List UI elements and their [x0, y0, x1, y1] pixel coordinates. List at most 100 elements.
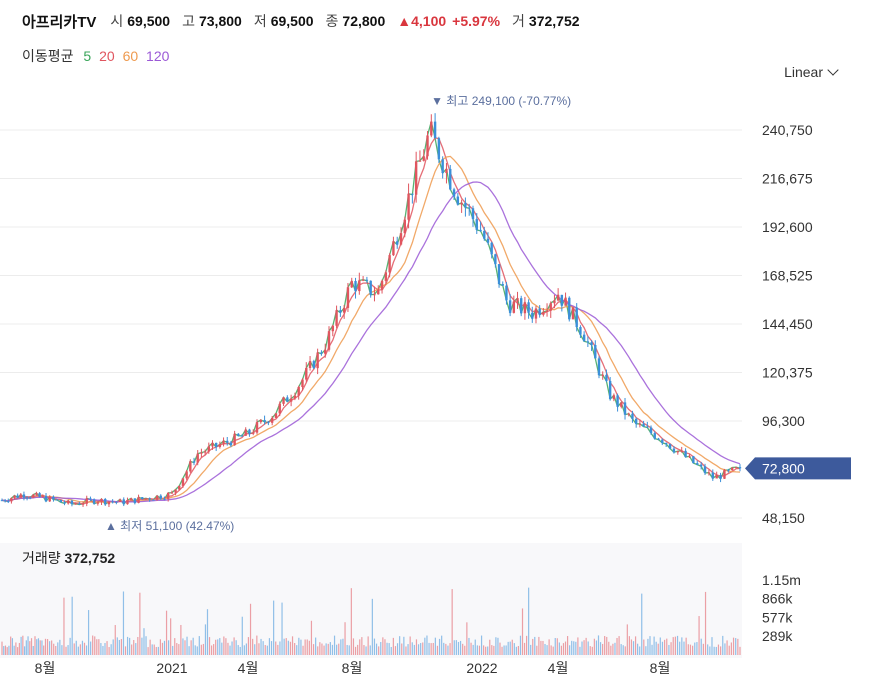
volume-bar — [243, 645, 245, 655]
volume-bar — [495, 637, 497, 655]
volume-bar — [538, 636, 540, 655]
volume-bar — [647, 638, 649, 655]
volume-bar — [202, 643, 205, 655]
candle-body — [22, 494, 26, 498]
candle-body — [19, 494, 22, 498]
volume-bar — [399, 636, 401, 655]
candle-body — [100, 498, 103, 503]
candle-body — [542, 311, 545, 315]
candle-body — [342, 307, 346, 313]
volume-bar — [704, 591, 707, 655]
volume-bar — [599, 642, 602, 655]
candle-body — [327, 331, 331, 350]
volume-bar — [30, 638, 33, 655]
volume-bar — [470, 642, 472, 655]
volume-bar — [237, 645, 239, 655]
scale-select[interactable]: Linear — [784, 64, 839, 80]
candle-body — [664, 442, 668, 445]
volume-bar — [165, 610, 168, 655]
volume-bar — [4, 645, 7, 655]
y-tick-label: 48,150 — [762, 510, 805, 526]
volume-bar — [291, 636, 294, 655]
candle-body — [373, 294, 376, 296]
candle-body — [237, 433, 240, 436]
candle-body — [715, 475, 718, 479]
volume-bar — [540, 640, 542, 655]
volume-bar — [505, 645, 507, 655]
volume-bar — [83, 642, 86, 655]
volume-title-value: 372,752 — [65, 550, 116, 566]
volume-bar — [581, 641, 583, 655]
volume-bar — [532, 638, 534, 655]
volume-bar — [451, 589, 453, 655]
volume-bar — [672, 637, 674, 655]
volume-bar — [32, 646, 34, 655]
volume-bar — [1, 641, 3, 655]
volume-bar — [587, 641, 589, 655]
volume-bar — [694, 642, 696, 655]
min-price-annotation: ▲ 최저 51,100 (42.47%) — [105, 519, 234, 533]
x-tick-label: 8월 — [35, 660, 56, 676]
volume-tick-label: 1.15m — [762, 572, 801, 588]
volume-bar — [321, 643, 323, 655]
volume-bar — [36, 639, 38, 655]
volume-bar — [422, 642, 424, 655]
x-tick-label: 2021 — [156, 660, 187, 676]
volume-bar — [210, 645, 213, 655]
volume-bar — [178, 644, 180, 655]
volume-bar — [593, 638, 595, 655]
volume-bar — [106, 641, 108, 655]
candle-body — [649, 427, 653, 434]
volume-bar — [558, 642, 560, 655]
volume-bar — [622, 645, 624, 655]
volume-bar — [630, 639, 633, 655]
volume-bar — [116, 637, 118, 655]
candle-body — [579, 327, 582, 335]
volume-bar — [126, 636, 129, 655]
volume-bar — [37, 638, 40, 655]
volume-bar — [57, 642, 59, 655]
volume-bar — [137, 636, 139, 655]
volume-bar — [262, 641, 264, 655]
volume-bars — [1, 587, 741, 655]
volume-bar — [346, 644, 348, 655]
volume-bar — [698, 616, 700, 655]
candle-body — [396, 241, 399, 245]
volume-bar — [700, 638, 702, 655]
candle-body — [226, 440, 229, 443]
volume-bar — [726, 640, 728, 655]
volume-bar — [219, 638, 221, 655]
candle-body — [122, 499, 125, 505]
candle-body — [78, 503, 81, 505]
moving-average-legend[interactable]: 이동평균 5 20 60 120 — [22, 46, 175, 66]
candle-body — [719, 475, 722, 479]
low-value: 69,500 — [270, 13, 314, 29]
volume-bar — [283, 638, 285, 655]
volume-bar — [114, 625, 116, 655]
volume-bar — [227, 642, 229, 655]
volume-bar — [153, 644, 155, 655]
volume-bar — [340, 639, 342, 655]
volume-bar — [713, 646, 715, 655]
volume-bar — [39, 640, 41, 655]
volume-bar — [417, 644, 420, 655]
volume-bar — [75, 640, 77, 655]
y-tick-label: 120,375 — [762, 365, 813, 381]
candle-body — [282, 397, 285, 404]
volume-bar — [302, 645, 304, 655]
volume-bar — [34, 636, 36, 655]
volume-bar — [449, 643, 451, 655]
candle-body — [594, 345, 597, 359]
candle-body — [361, 279, 365, 281]
volume-bar — [445, 643, 447, 655]
candle-body — [527, 302, 530, 313]
candle-body — [575, 307, 578, 328]
candle-body — [222, 440, 225, 445]
volume-bar — [562, 643, 565, 655]
volume-bar — [336, 644, 338, 655]
volume-tick-label: 577k — [762, 609, 793, 625]
volume-bar — [319, 642, 321, 655]
low-label: 저 — [253, 13, 267, 29]
volume-bar — [155, 647, 157, 655]
